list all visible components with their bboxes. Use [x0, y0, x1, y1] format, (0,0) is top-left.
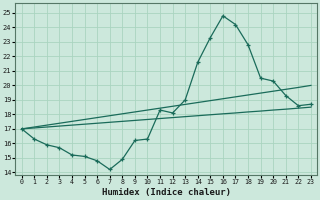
X-axis label: Humidex (Indice chaleur): Humidex (Indice chaleur)	[102, 188, 231, 197]
